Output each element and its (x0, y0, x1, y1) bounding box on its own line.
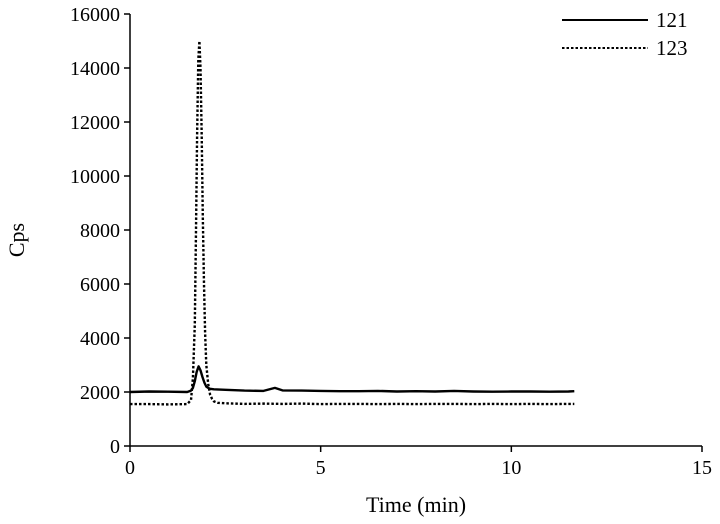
y-tick-label: 16000 (70, 4, 120, 26)
y-tick-label: 8000 (80, 220, 120, 242)
y-tick-label: 2000 (80, 382, 120, 404)
legend-label-123: 123 (656, 36, 688, 60)
y-tick-label: 6000 (80, 274, 120, 296)
series-line-123 (130, 39, 575, 406)
y-tick-label: 14000 (70, 58, 120, 80)
y-axis-title: Cps (4, 223, 29, 257)
y-axis-ticks: 0 2000 4000 6000 8000 10000 12000 14000 16000 (70, 4, 130, 458)
legend-label-121: 121 (656, 8, 688, 32)
series-layer (129, 39, 575, 406)
x-tick-label: 0 (125, 457, 135, 479)
y-tick-label: 4000 (80, 328, 120, 350)
y-tick-label: 10000 (70, 166, 120, 188)
y-tick-label: 0 (110, 436, 120, 458)
x-tick-label: 10 (501, 457, 521, 479)
x-axis-ticks: 0 5 10 15 (125, 446, 712, 479)
plot-frame (129, 14, 702, 447)
y-tick-label: 12000 (70, 112, 120, 134)
x-tick-label: 15 (692, 457, 712, 479)
x-tick-label: 5 (316, 457, 326, 479)
series-line-121 (129, 365, 575, 394)
x-axis-title: Time (min) (366, 492, 466, 517)
